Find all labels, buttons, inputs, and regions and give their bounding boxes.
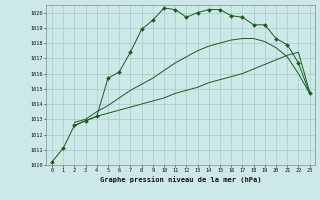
X-axis label: Graphe pression niveau de la mer (hPa): Graphe pression niveau de la mer (hPa) — [100, 176, 261, 183]
